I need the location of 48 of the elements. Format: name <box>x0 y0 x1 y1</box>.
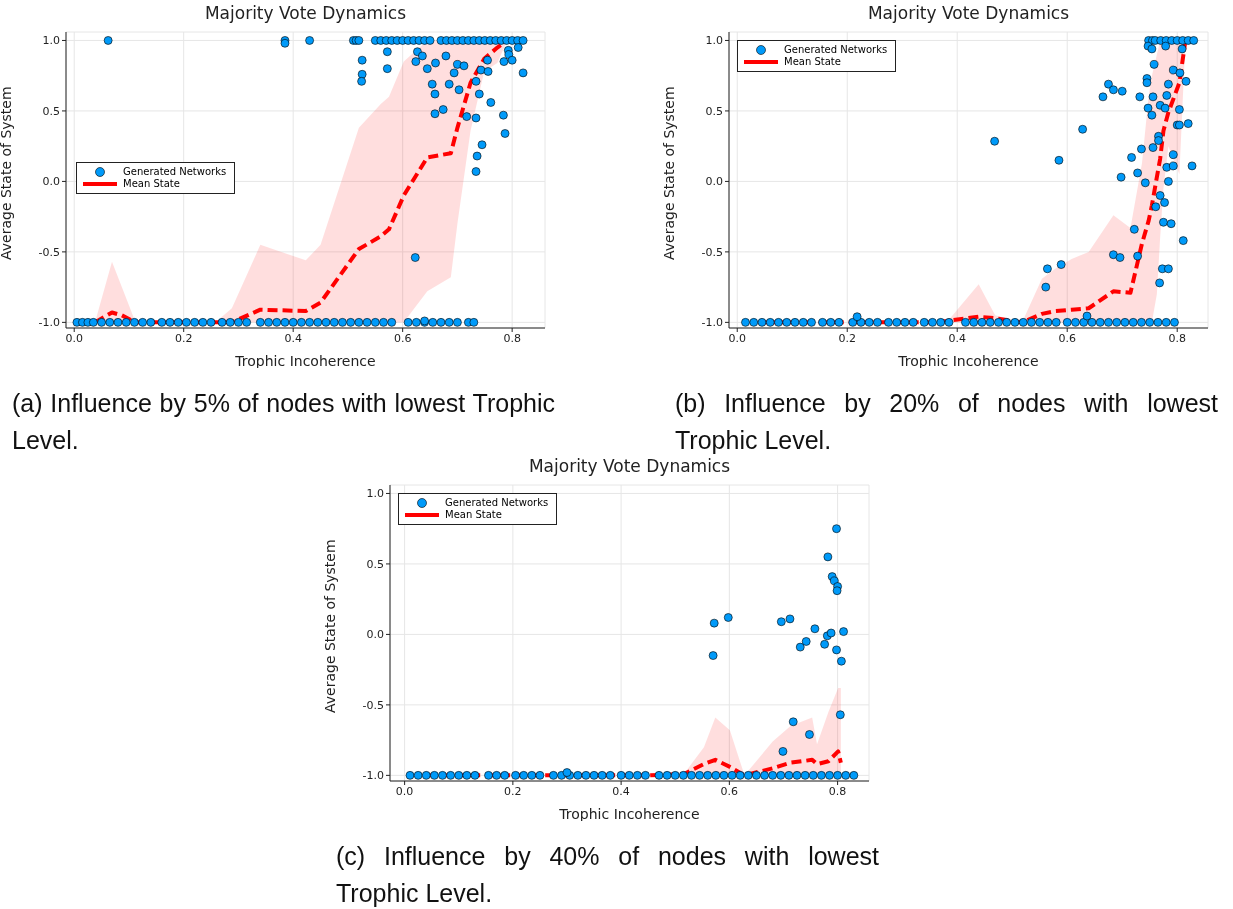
x-tick-label: 0.0 <box>395 784 414 798</box>
x-tick-label: 0.4 <box>612 784 630 798</box>
y-tick-label: 1.0 <box>366 487 384 501</box>
x-tick-label: 0.2 <box>174 331 193 345</box>
y-tick-label: 0.0 <box>366 628 384 642</box>
y-tick-label: 1.0 <box>42 34 60 48</box>
legend-label: Generated Networks <box>784 44 888 56</box>
y-tick-label: -0.5 <box>701 245 723 259</box>
y-tick-label: 0.5 <box>366 557 384 571</box>
y-tick-label: -1.0 <box>38 316 60 330</box>
y-axis-title: Average State of System <box>0 86 14 260</box>
x-tick-label: 0.8 <box>1168 331 1186 345</box>
chart-title: Majority Vote Dynamics <box>527 456 732 476</box>
x-tick-label: 0.2 <box>504 784 522 798</box>
y-tick-label: -1.0 <box>362 769 384 783</box>
y-tick-label: 0.5 <box>42 104 60 118</box>
y-tick-label: 0.5 <box>705 104 723 118</box>
y-axis-title: Average State of System <box>321 539 338 713</box>
legend-label: Mean State <box>784 56 841 68</box>
x-tick-label: 0.6 <box>393 331 412 345</box>
x-tick-label: 0.2 <box>838 331 856 345</box>
x-axis-title: Trophic Incoherence <box>558 806 700 822</box>
x-tick-label: 0.0 <box>65 331 83 345</box>
text: (a) Influence by 5% of nodes with lowest Trophic Level. <box>12 389 555 454</box>
legend-label: Mean State <box>123 178 180 190</box>
y-axis-title: Average State of System <box>660 86 677 260</box>
text: (b) Influence by 20% of nodes with lowest Trophic Level. <box>675 389 1218 454</box>
y-tick-label: -0.5 <box>362 698 384 712</box>
x-tick-label: 0.0 <box>728 331 746 345</box>
text: (c) Influence by 40% of nodes with lowest Trophic Level. <box>336 841 879 909</box>
chart-title: Majority Vote Dynamics <box>866 3 1071 23</box>
x-tick-label: 0.4 <box>284 331 302 345</box>
legend-label: Generated Networks <box>445 497 549 509</box>
y-tick-label: -0.5 <box>38 245 60 259</box>
x-tick-label: 0.8 <box>503 331 521 345</box>
x-tick-label: 0.6 <box>720 784 739 798</box>
legend-label: Generated Networks <box>123 166 227 178</box>
y-tick-label: 0.0 <box>42 175 60 189</box>
x-tick-label: 0.4 <box>948 331 966 345</box>
x-axis-title: Trophic Incoherence <box>234 353 376 369</box>
x-tick-label: 0.6 <box>1058 331 1076 345</box>
legend-label: Mean State <box>445 509 502 521</box>
x-axis-title: Trophic Incoherence <box>897 353 1039 369</box>
y-tick-label: 1.0 <box>705 34 723 48</box>
x-tick-label: 0.8 <box>828 784 847 798</box>
y-tick-label: -1.0 <box>701 316 723 330</box>
chart-title: Majority Vote Dynamics <box>203 3 408 23</box>
y-tick-label: 0.0 <box>705 175 723 189</box>
